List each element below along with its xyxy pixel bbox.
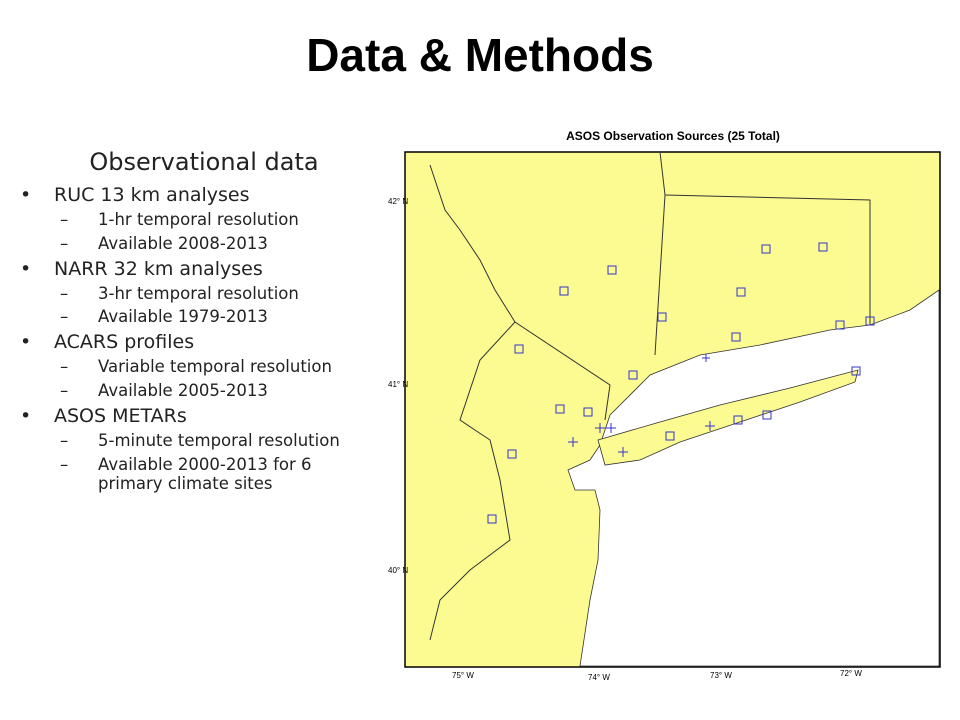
sub-item: Variable temporal resolution (54, 357, 368, 377)
sub-item: Available 2005-2013 (54, 381, 368, 401)
sub-item: Available 1979-2013 (54, 307, 368, 327)
sub-item: Available 2000-2013 for 6 primary climat… (54, 455, 368, 495)
map-title: ASOS Observation Sources (25 Total) (566, 129, 780, 143)
lon-label: 75° W (452, 671, 474, 680)
lon-label: 73° W (710, 671, 732, 680)
sub-item: 1-hr temporal resolution (54, 210, 368, 230)
lat-label: 41° N (388, 380, 408, 389)
sub-item: 3-hr temporal resolution (54, 284, 368, 304)
lat-label: 42° N (388, 197, 408, 206)
borders (429, 151, 871, 641)
station-markers (487, 242, 875, 524)
lon-label: 74° W (588, 673, 610, 682)
map: ASOS Observation Sources (25 Total) 42° … (388, 129, 941, 682)
sub-item: Available 2008-2013 (54, 234, 368, 254)
lat-label: 40° N (388, 566, 408, 575)
lon-label: 72° W (840, 669, 862, 678)
bullet-item: ACARS profiles (20, 331, 368, 353)
text-panel: Observational data RUC 13 km analyses 1-h… (20, 148, 368, 498)
long-island (597, 369, 859, 466)
graticule-labels: 42° N 41° N 40° N 75° W 74° W 73° W 72° … (388, 197, 862, 682)
bullet-item: NARR 32 km analyses (20, 258, 368, 280)
sub-item: 5-minute temporal resolution (54, 431, 368, 451)
bullet-item: ASOS METARs (20, 405, 368, 427)
bullet-item: RUC 13 km analyses (20, 184, 368, 206)
slide-title: Data & Methods (306, 29, 654, 81)
panel-heading: Observational data (89, 148, 319, 176)
bullet-list: RUC 13 km analyses 1-hr temporal resoluti… (20, 184, 368, 494)
